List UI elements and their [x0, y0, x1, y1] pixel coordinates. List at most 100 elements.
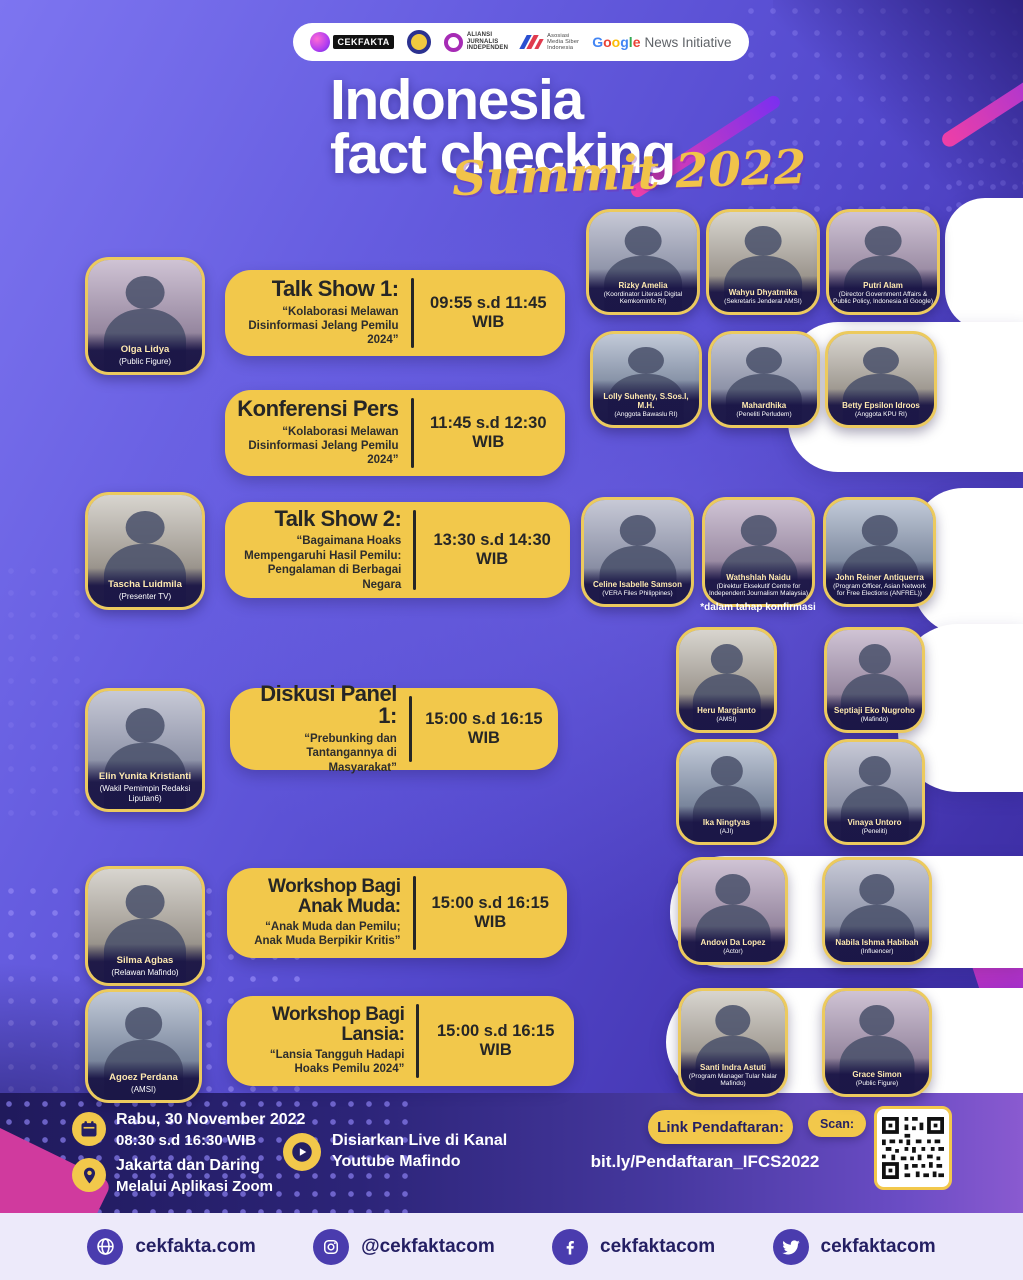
- broadcast-line1: Disiarkan Live di Kanal: [332, 1132, 508, 1149]
- session-title: Workshop Bagi Lansia:: [271, 1004, 405, 1045]
- session-box-talkshow2: Talk Show 2: “Bagaimana Hoaks Mempengaru…: [225, 502, 570, 598]
- speaker-label: Santi Indra Astuti (Program Manager Tula…: [681, 1050, 785, 1094]
- divider: [416, 1004, 420, 1078]
- google-letter: G: [592, 34, 604, 50]
- session-box-diskusi-panel1: Diskusi Panel 1: “Prebunking dan Tantang…: [230, 682, 558, 774]
- registration-link-label[interactable]: Link Pendaftaran:: [648, 1110, 793, 1144]
- speaker-label: Rizky Amelia (Koordinator Literasi Digit…: [589, 268, 697, 312]
- speaker-name: John Reiner Antiquerra: [835, 572, 924, 582]
- speaker-name: Septiaji Eko Nugroho: [834, 706, 915, 716]
- title-line1: Indonesia: [330, 68, 584, 132]
- aji-text-line: JURNALIS: [466, 38, 499, 45]
- session-title: Talk Show 2:: [274, 506, 402, 532]
- session-time: 11:45 s.d 12:30 WIB: [430, 414, 547, 451]
- google-letter: l: [628, 34, 633, 50]
- cekfakta-logo: CEKFAKTA: [310, 32, 394, 52]
- website-link[interactable]: cekfakta.com: [87, 1228, 256, 1265]
- speaker-name: Lolly Suhenty, S.Sos.I, M.H.: [603, 391, 689, 411]
- speaker-role: (Influencer): [860, 948, 894, 956]
- speaker-name: Wathshlah Naidu: [726, 572, 791, 582]
- speaker-name: Agoez Perdana: [109, 1071, 178, 1083]
- speaker-name: Tascha Luidmila: [108, 578, 182, 590]
- speaker-label: Ika Ningtyas (AJI): [679, 806, 774, 842]
- host-card: Elin Yunita Kristianti (Wakil Pemimpin R…: [85, 688, 205, 812]
- speaker-label: Elin Yunita Kristianti (Wakil Pemimpin R…: [88, 760, 202, 809]
- facebook-icon: [552, 1228, 589, 1265]
- registration-link-url[interactable]: bit.ly/Pendaftaran_IFCS2022: [590, 1152, 820, 1171]
- speaker-card: Ika Ningtyas (AJI): [676, 739, 777, 845]
- youtube-icon: [283, 1133, 321, 1171]
- speaker-role: (AMSI): [716, 716, 737, 724]
- speaker-card: Betty Epsilon Idroos (Anggota KPU RI): [825, 331, 937, 428]
- session-subtitle: “Prebunking dan Tantangannya di Masyarak…: [304, 732, 397, 774]
- session-box-workshop-lansia: Workshop Bagi Lansia: “Lansia Tangguh Ha…: [227, 996, 574, 1086]
- speaker-role: (Anggota KPU RI): [854, 411, 908, 419]
- broadcast-line2: Youtube Mafindo: [332, 1152, 461, 1170]
- speaker-label: Septiaji Eko Nugroho (Mafindo): [827, 694, 922, 730]
- speaker-card: Mahardhika (Peneliti Perludem): [708, 331, 820, 428]
- speaker-name: Betty Epsilon Idroos: [842, 401, 920, 411]
- host-card: Agoez Perdana (AMSI): [85, 989, 202, 1103]
- dots-pattern: [0, 560, 95, 830]
- speaker-role: (Program Officer, Asian Network for Free…: [833, 582, 926, 598]
- speaker-role: (Mafindo): [860, 716, 889, 724]
- divider: [412, 876, 416, 950]
- amsi-logo: Asosiasi Media Siber Indonesia: [519, 32, 580, 52]
- confirmation-note: *dalam tahap konfirmasi: [700, 602, 816, 613]
- amsi-text-line: Media Siber: [547, 38, 580, 45]
- speaker-label: Nabila Ishma Habibah (Influencer): [825, 926, 929, 962]
- speaker-card: Septiaji Eko Nugroho (Mafindo): [824, 627, 925, 733]
- speaker-card: Putri Alam (Director Government Affairs …: [826, 209, 940, 315]
- instagram-link[interactable]: @cekfaktacom: [313, 1228, 495, 1265]
- speaker-card: Lolly Suhenty, S.Sos.I, M.H. (Anggota Ba…: [590, 331, 702, 428]
- speaker-label: Lolly Suhenty, S.Sos.I, M.H. (Anggota Ba…: [593, 379, 699, 425]
- divider: [410, 398, 414, 468]
- globe-icon: [87, 1228, 124, 1265]
- speaker-label: Mahardhika (Peneliti Perludem): [711, 389, 817, 425]
- amsi-icon: [519, 33, 544, 51]
- speaker-name: Grace Simon: [852, 1070, 902, 1080]
- session-subtitle: “Kolaborasi Melawan Disinformasi Jelang …: [248, 425, 399, 467]
- speaker-label: Vinaya Untoro (Peneliti): [827, 806, 922, 842]
- speaker-card: Heru Margianto (AMSI): [676, 627, 777, 733]
- session-time: 15:00 s.d 16:15 WIB: [431, 894, 549, 931]
- speaker-name: Vinaya Untoro: [847, 818, 902, 828]
- session-time: 15:00 s.d 16:15 WIB: [437, 1022, 555, 1059]
- poster-title: Indonesia fact checking: [330, 68, 676, 182]
- facebook-link[interactable]: cekfaktacom: [552, 1228, 716, 1265]
- speaker-name: Putri Alam: [863, 280, 903, 290]
- corner-shade: [773, 0, 1023, 200]
- website-label: cekfakta.com: [135, 1235, 256, 1257]
- session-time: 09:55 s.d 11:45 WIB: [430, 294, 547, 331]
- session-subtitle: “Kolaborasi Melawan Disinformasi Jelang …: [248, 305, 399, 347]
- session-title: Diskusi Panel 1:: [260, 681, 397, 729]
- speaker-name: Ika Ningtyas: [702, 818, 751, 828]
- speaker-card: Grace Simon (Public Figure): [822, 988, 932, 1097]
- session-subtitle: “Bagaimana Hoaks Mempengaruhi Hasil Pemi…: [244, 535, 402, 591]
- qr-code[interactable]: [874, 1106, 952, 1190]
- google-letter: o: [603, 34, 612, 50]
- speaker-name: Elin Yunita Kristianti: [98, 771, 192, 783]
- white-band: [945, 198, 1023, 330]
- speaker-role: (Peneliti Perludem): [736, 411, 792, 419]
- speaker-role: (Director Government Affairs & Public Po…: [833, 290, 933, 306]
- session-title: Talk Show 1:: [271, 276, 399, 302]
- speaker-role: (VERA Files Philippines): [602, 590, 673, 598]
- speaker-name: Santi Indra Astuti: [700, 1062, 766, 1072]
- google-news-initiative-logo: G o o g l e News Initiative: [592, 34, 731, 50]
- amsi-text-line: Asosiasi: [547, 32, 570, 39]
- cekfakta-icon: [310, 32, 331, 52]
- calendar-icon: [72, 1112, 106, 1146]
- speaker-role: (Koordinator Literasi Digital Kemkominfo…: [603, 290, 683, 306]
- amsi-text-line: Indonesia: [547, 45, 574, 52]
- speaker-label: Wathshlah Naidu (Direktur Eksekutif Cent…: [705, 560, 812, 604]
- speaker-name: Nabila Ishma Habibah: [835, 938, 919, 948]
- twitter-link[interactable]: cekfaktacom: [772, 1228, 936, 1265]
- session-title: Workshop Bagi Anak Muda:: [268, 876, 401, 917]
- speaker-card: Rizky Amelia (Koordinator Literasi Digit…: [586, 209, 700, 315]
- speaker-card: Wathshlah Naidu (Direktur Eksekutif Cent…: [702, 497, 815, 607]
- facebook-label: cekfaktacom: [600, 1235, 716, 1257]
- speaker-card: Vinaya Untoro (Peneliti): [824, 739, 925, 845]
- host-card: Silma Agbas (Relawan Mafindo): [85, 866, 205, 986]
